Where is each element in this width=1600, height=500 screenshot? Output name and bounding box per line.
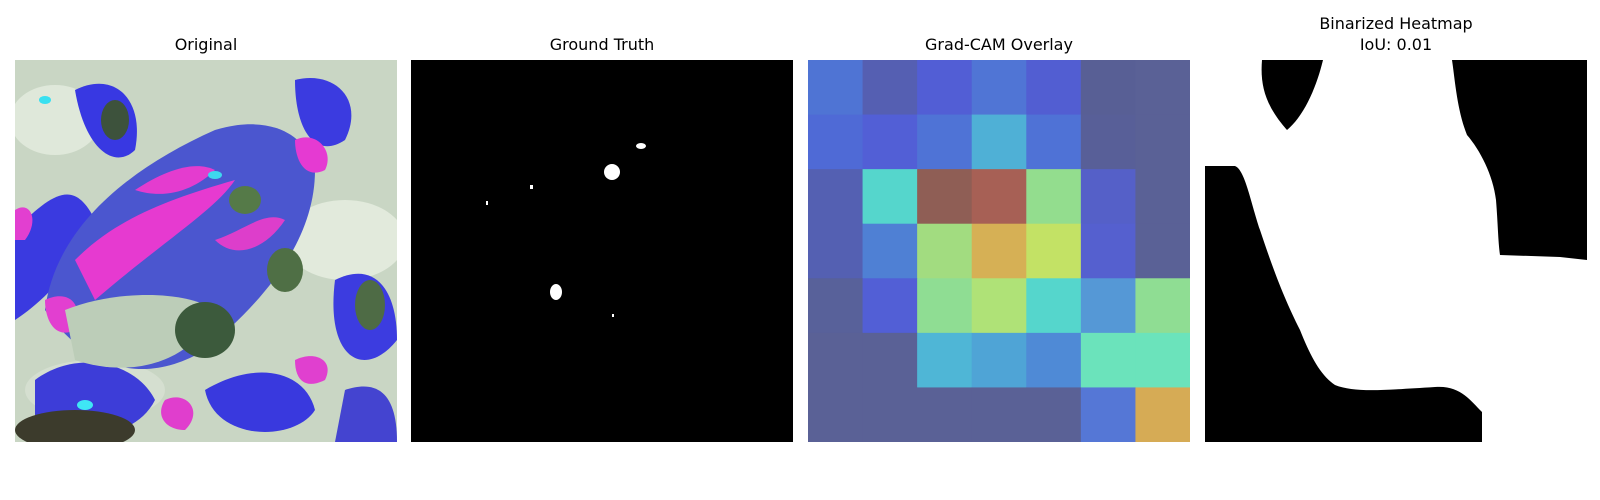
- heatmap-cell: [1135, 223, 1190, 279]
- heatmap-cell: [1080, 278, 1136, 334]
- heatmap-cell: [917, 332, 973, 388]
- heatmap-cell: [808, 387, 864, 442]
- heatmap-cell: [917, 60, 973, 116]
- heatmap-cell: [808, 169, 864, 225]
- heatmap-cell: [971, 114, 1027, 170]
- binarized-top-notch: [1261, 60, 1323, 130]
- panel-title-binarized: Binarized Heatmap IoU: 0.01: [1205, 13, 1587, 55]
- gt-spot: [530, 185, 533, 189]
- panel-title-ground-truth: Ground Truth: [549, 35, 655, 54]
- heatmap-cell: [1080, 114, 1136, 170]
- heatmap-cell: [917, 387, 973, 442]
- gradcam-heatmap: [808, 60, 1190, 442]
- heatmap-cell: [862, 278, 918, 334]
- panel-title-gradcam: Grad-CAM Overlay: [925, 35, 1073, 54]
- original-image-svg: [15, 60, 397, 442]
- heatmap-cell: [1135, 169, 1190, 225]
- heatmap-cell: [1026, 223, 1082, 279]
- ground-truth-svg: [411, 60, 793, 442]
- heatmap-cell: [862, 114, 918, 170]
- heatmap-cell: [862, 169, 918, 225]
- heatmap-cell: [1026, 114, 1082, 170]
- heatmap-cell: [808, 332, 864, 388]
- heatmap-cell: [971, 332, 1027, 388]
- heatmap-cell: [1080, 60, 1136, 116]
- binarized-heatmap: [1205, 60, 1587, 442]
- gt-spot: [636, 143, 646, 149]
- panel-title-original: Original: [174, 35, 238, 54]
- heatmap-cell: [1026, 387, 1082, 442]
- heatmap-cell: [1026, 60, 1082, 116]
- heatmap-cell: [1080, 387, 1136, 442]
- heatmap-cell: [808, 223, 864, 279]
- heatmap-cell: [971, 278, 1027, 334]
- heatmap-cell: [1080, 223, 1136, 279]
- heatmap-cell: [917, 223, 973, 279]
- gt-spot: [612, 314, 614, 317]
- heatmap-cell: [1026, 278, 1082, 334]
- heatmap-cell: [862, 60, 918, 116]
- heatmap-cell: [1135, 332, 1190, 388]
- binarized-background-region: [1205, 166, 1482, 442]
- binarized-title-line: Binarized Heatmap: [1319, 14, 1473, 33]
- iou-label: IoU: 0.01: [1359, 35, 1433, 54]
- heatmap-cell: [1135, 278, 1190, 334]
- heatmap-cell: [971, 60, 1027, 116]
- gt-spot: [604, 164, 620, 180]
- heatmap-cell: [1080, 169, 1136, 225]
- heatmap-cell: [1135, 114, 1190, 170]
- heatmap-cell: [1026, 332, 1082, 388]
- heatmap-cell: [971, 387, 1027, 442]
- heatmap-cell: [917, 114, 973, 170]
- heatmap-cell: [808, 60, 864, 116]
- heatmap-cell: [808, 114, 864, 170]
- heatmap-cell: [1135, 387, 1190, 442]
- heatmap-cell: [971, 169, 1027, 225]
- heatmap-cell: [862, 332, 918, 388]
- binarized-right-region: [1452, 60, 1587, 260]
- heatmap-cell: [862, 387, 918, 442]
- gradcam-svg: [808, 60, 1190, 442]
- original-image: [15, 60, 397, 442]
- ground-truth-mask: [411, 60, 793, 442]
- gt-spot: [550, 284, 562, 300]
- heatmap-cell: [862, 223, 918, 279]
- heatmap-cell: [808, 278, 864, 334]
- heatmap-cell: [1026, 169, 1082, 225]
- heatmap-cell: [1080, 332, 1136, 388]
- heatmap-cell: [971, 223, 1027, 279]
- heatmap-cell: [1135, 60, 1190, 116]
- binarized-svg: [1205, 60, 1587, 442]
- gt-spot: [486, 201, 488, 205]
- heatmap-cell: [917, 278, 973, 334]
- heatmap-cell: [917, 169, 973, 225]
